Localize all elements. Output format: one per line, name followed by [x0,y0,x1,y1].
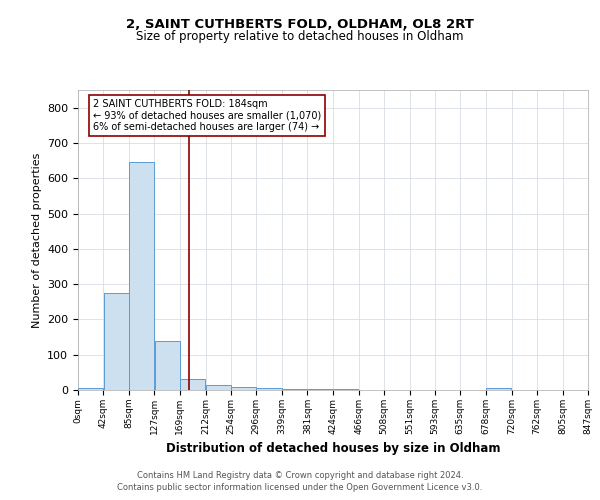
Bar [283,388,307,390]
Bar [487,388,511,390]
Bar [256,388,282,390]
Text: Size of property relative to detached houses in Oldham: Size of property relative to detached ho… [136,30,464,43]
Text: 2, SAINT CUTHBERTS FOLD, OLDHAM, OL8 2RT: 2, SAINT CUTHBERTS FOLD, OLDHAM, OL8 2RT [126,18,474,30]
Text: Contains public sector information licensed under the Open Government Licence v3: Contains public sector information licen… [118,484,482,492]
Y-axis label: Number of detached properties: Number of detached properties [32,152,41,328]
Bar [78,388,103,390]
Bar [231,387,256,390]
Bar [104,293,129,390]
Bar [206,384,230,390]
Text: Contains HM Land Registry data © Crown copyright and database right 2024.: Contains HM Land Registry data © Crown c… [137,471,463,480]
Bar [334,388,358,390]
Bar [308,389,333,390]
Bar [130,162,154,390]
X-axis label: Distribution of detached houses by size in Oldham: Distribution of detached houses by size … [166,442,500,456]
Text: 2 SAINT CUTHBERTS FOLD: 184sqm
← 93% of detached houses are smaller (1,070)
6% o: 2 SAINT CUTHBERTS FOLD: 184sqm ← 93% of … [94,99,322,132]
Bar [180,380,205,390]
Bar [155,340,179,390]
